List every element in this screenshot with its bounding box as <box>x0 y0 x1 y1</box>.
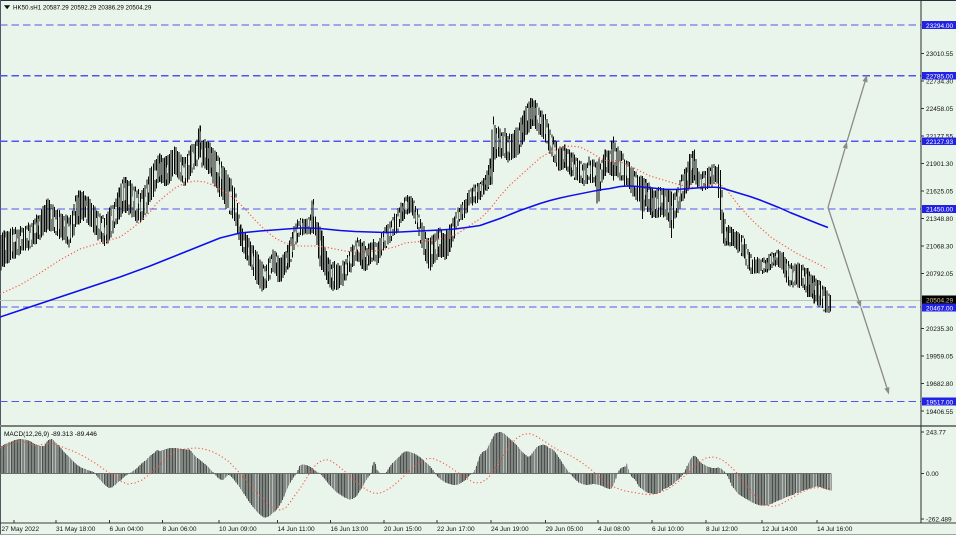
svg-text:4 Jul 08:00: 4 Jul 08:00 <box>598 526 630 533</box>
svg-text:MACD(12,26,9) -89.313 -89.446: MACD(12,26,9) -89.313 -89.446 <box>4 431 97 438</box>
svg-text:22127.93: 22127.93 <box>926 139 953 146</box>
svg-text:29 Jun 05:00: 29 Jun 05:00 <box>546 526 584 533</box>
svg-text:31 May 18:00: 31 May 18:00 <box>56 526 96 533</box>
svg-text:8 Jun 06:00: 8 Jun 06:00 <box>163 526 197 533</box>
svg-text:23294.00: 23294.00 <box>926 23 953 30</box>
svg-text:20504.29: 20504.29 <box>926 297 953 304</box>
svg-text:22734.30: 22734.30 <box>926 78 953 85</box>
svg-text:21625.05: 21625.05 <box>926 189 953 196</box>
svg-text:21450.00: 21450.00 <box>926 207 953 214</box>
svg-text:19517.00: 19517.00 <box>926 399 953 406</box>
svg-text:10 Jun 09:00: 10 Jun 09:00 <box>219 526 257 533</box>
svg-text:22 Jun 17:00: 22 Jun 17:00 <box>437 526 475 533</box>
svg-text:14 Jul 16:00: 14 Jul 16:00 <box>817 526 853 533</box>
svg-text:23010.55: 23010.55 <box>926 51 953 58</box>
svg-text:12 Jul 14:00: 12 Jul 14:00 <box>762 526 798 533</box>
svg-text:0.00: 0.00 <box>926 471 939 478</box>
svg-text:22785.00: 22785.00 <box>926 74 953 81</box>
svg-text:-262.489: -262.489 <box>926 517 952 524</box>
svg-text:20 Jun 15:00: 20 Jun 15:00 <box>384 526 422 533</box>
svg-text:27 May 2022: 27 May 2022 <box>2 526 40 533</box>
svg-text:HK50.sH1 20587.29 20592.29 20: HK50.sH1 20587.29 20592.29 20386.29 2050… <box>13 5 152 12</box>
svg-text:19959.05: 19959.05 <box>926 354 953 361</box>
svg-text:14 Jun 11:00: 14 Jun 11:00 <box>278 526 315 533</box>
svg-text:6 Jun 04:00: 6 Jun 04:00 <box>110 526 144 533</box>
svg-text:8 Jul 12:00: 8 Jul 12:00 <box>706 526 738 533</box>
svg-text:21348.80: 21348.80 <box>926 216 953 223</box>
svg-text:22458.05: 22458.05 <box>926 106 953 113</box>
svg-text:22177.55: 22177.55 <box>926 134 953 141</box>
svg-text:21068.30: 21068.30 <box>926 244 953 251</box>
svg-text:21901.30: 21901.30 <box>926 161 953 168</box>
svg-text:243.77: 243.77 <box>926 429 946 436</box>
svg-text:19406.55: 19406.55 <box>926 409 953 416</box>
svg-text:6 Jul 10:00: 6 Jul 10:00 <box>652 526 684 533</box>
svg-text:20792.05: 20792.05 <box>926 271 953 278</box>
svg-text:20467.00: 20467.00 <box>926 305 953 312</box>
svg-text:24 Jun 19:00: 24 Jun 19:00 <box>491 526 529 533</box>
svg-text:20235.30: 20235.30 <box>926 326 953 333</box>
svg-text:16 Jun 13:00: 16 Jun 13:00 <box>331 526 369 533</box>
svg-text:19682.80: 19682.80 <box>926 381 953 388</box>
